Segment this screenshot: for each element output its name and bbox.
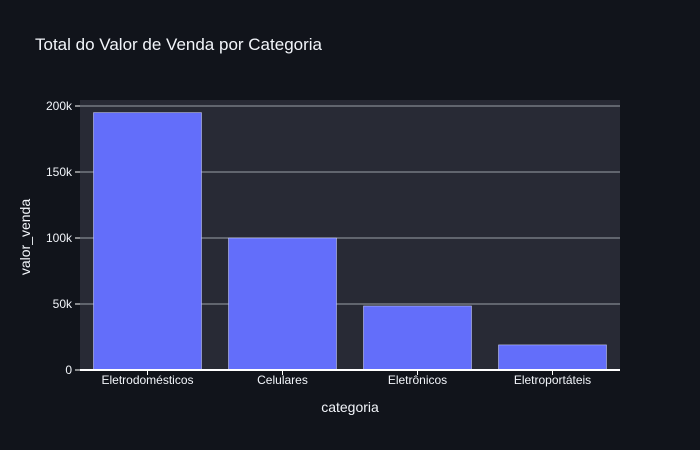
y-tick-label: 200k [46, 99, 73, 113]
x-tick-label: Eletrônicos [388, 373, 447, 387]
y-tick-label: 150k [46, 165, 73, 179]
x-tick-label: Celulares [257, 373, 308, 387]
y-tick-label: 0 [65, 363, 72, 377]
bar [228, 237, 337, 371]
x-tick-label: Eletroportáteis [514, 373, 591, 387]
x-axis-label: categoria [321, 399, 379, 415]
bars [93, 112, 607, 371]
x-tick-label: Eletrodomésticos [101, 373, 193, 387]
bar [498, 344, 607, 371]
y-axis-ticks: 0 50k 100k 150k 200k [46, 99, 80, 377]
bar [93, 112, 202, 371]
chart-title: Total do Valor de Venda por Categoria [35, 35, 323, 54]
bar [363, 305, 472, 371]
y-tick-label: 50k [53, 297, 73, 311]
y-tick-label: 100k [46, 231, 73, 245]
x-axis-ticks: Eletrodomésticos Celulares Eletrônicos Elet… [80, 369, 620, 387]
y-axis-label: valor_venda [17, 199, 33, 275]
